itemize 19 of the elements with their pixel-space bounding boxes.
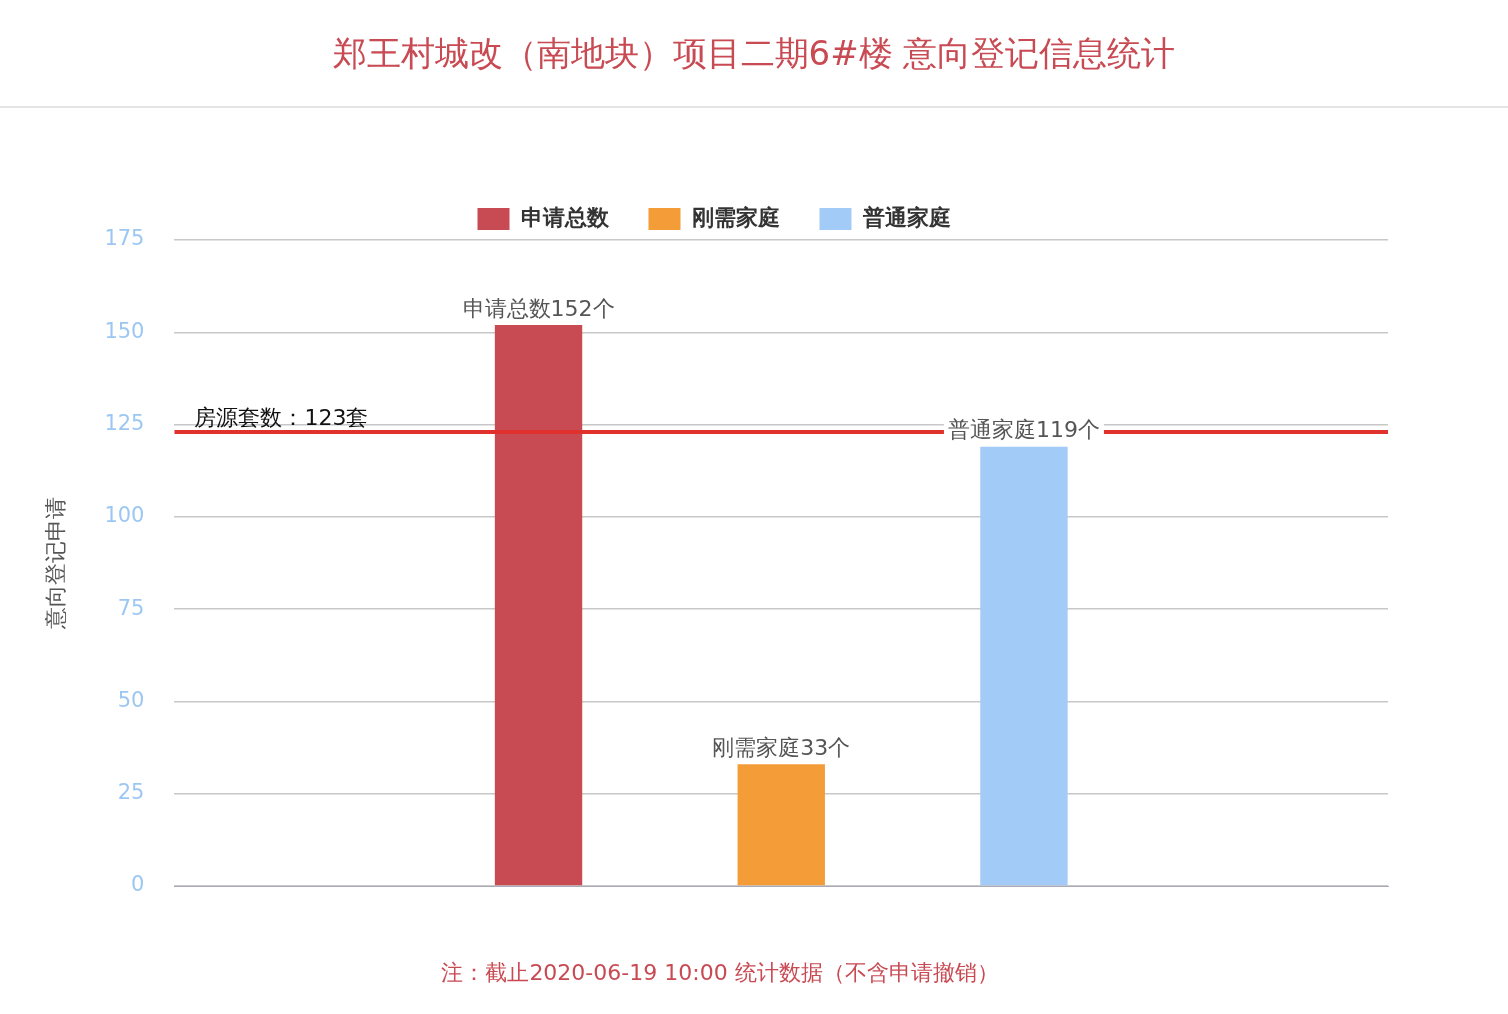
y-tick-label: 75	[117, 595, 145, 620]
chart-title: 郑王村城改（南地块）项目二期6#楼 意向登记信息统计	[0, 0, 1508, 108]
y-axis-title: 意向登记申请	[42, 497, 68, 630]
y-tick-label: 125	[104, 411, 145, 436]
y-tick-label: 175	[104, 226, 145, 251]
text: 注：截止2020-06-19 10:00 统计数据（不含申请撤销）	[440, 959, 1000, 987]
legend-label: 申请总数	[520, 204, 610, 230]
legend-label: 刚需家庭	[691, 204, 780, 230]
y-tick-label: 25	[117, 780, 145, 805]
legend-label: 普通家庭	[861, 204, 951, 230]
ref-line-label: 房源套数：123套	[194, 404, 369, 430]
y-tick-label: 0	[131, 872, 145, 897]
bar	[980, 446, 1068, 886]
data-label: 普通家庭119个	[947, 417, 1100, 443]
y-tick-label: 100	[104, 503, 145, 528]
y-tick-label: 50	[117, 687, 145, 712]
data-label: 申请总数152个	[462, 295, 615, 321]
y-tick-label: 150	[104, 318, 145, 343]
data-label: 刚需家庭33个	[712, 734, 851, 760]
